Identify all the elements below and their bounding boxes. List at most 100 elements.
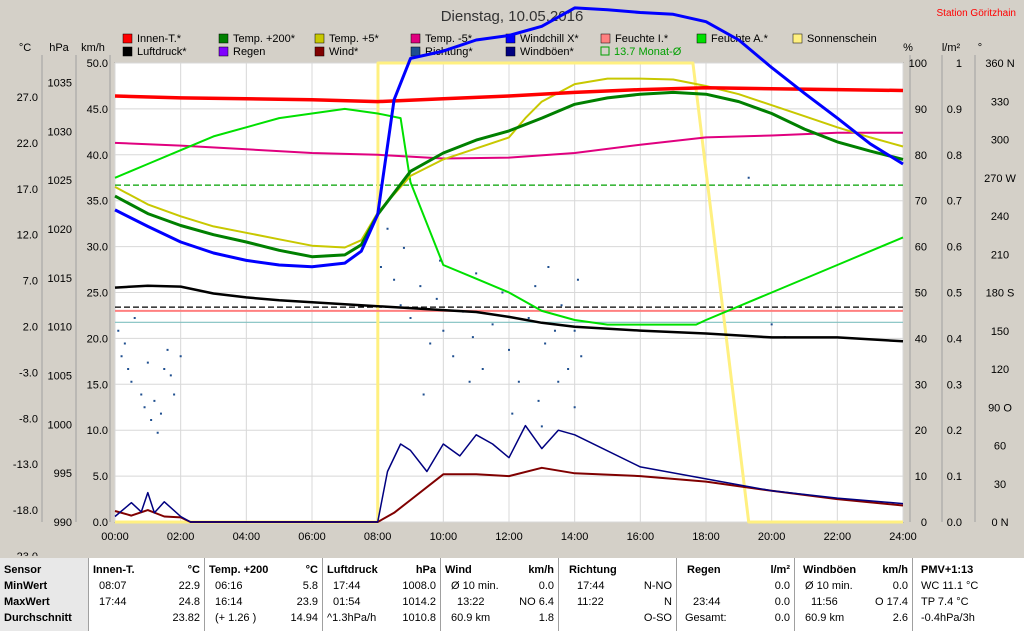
x-tick-label: 22:00 <box>824 531 852 543</box>
direction-point <box>179 355 182 358</box>
temp200-title: Temp. +200 <box>209 564 269 576</box>
wind-unit: km/h <box>528 564 554 576</box>
direction-point <box>511 412 514 415</box>
stats-label-column: Sensor MinWert MaxWert Durchschnitt <box>0 558 88 631</box>
direction-tick-label: 270 W <box>984 173 1016 185</box>
direction-point <box>770 323 773 326</box>
regen-max-time: 23:44 <box>693 596 721 608</box>
series-feuchte-a <box>114 107 904 326</box>
direction-point <box>140 393 143 396</box>
regen-avg: 0.0 <box>774 612 790 624</box>
rain-tick-label: 0.8 <box>947 150 962 162</box>
direction-point <box>146 361 149 364</box>
pmv-title: PMV+1:13 <box>921 564 974 576</box>
x-tick-label: 02:00 <box>167 531 195 543</box>
x-tick-label: 14:00 <box>561 531 589 543</box>
direction-point <box>166 348 169 351</box>
direction-point <box>399 304 402 307</box>
wind-tick-label: 25.0 <box>87 288 108 300</box>
boeen-avg: 2.6 <box>892 612 908 624</box>
innen-min-time: 08:07 <box>99 580 127 592</box>
legend-swatch <box>792 33 803 44</box>
direction-point <box>386 227 389 230</box>
pmv-line-3: -0.4hPa/3h <box>921 612 975 624</box>
rain-unit-label: l/m² <box>942 42 961 54</box>
pressure-tick-label: 1015 <box>48 273 72 285</box>
innen-avg: 23.82 <box>172 612 200 624</box>
wind-tick-label: 10.0 <box>87 425 108 437</box>
wind-tick-label: 50.0 <box>87 58 108 70</box>
rain-tick-label: 0.0 <box>947 517 962 529</box>
direction-point <box>163 368 166 370</box>
humidity-unit-label: % <box>903 42 913 54</box>
temp-unit-label: °C <box>19 42 31 54</box>
boeen-min-val: 0.0 <box>892 580 908 592</box>
legend-swatch <box>122 46 133 57</box>
regen-title: Regen <box>687 564 721 576</box>
rain-tick-label: 0.2 <box>947 425 962 437</box>
stats-col-wind: Wind km/h Ø 10 min. 0.0 13:22 NO 6.4 60.9 k… <box>440 558 558 631</box>
direction-point <box>540 425 543 428</box>
direction-point <box>153 399 156 402</box>
luft-min-val: 1008.0 <box>402 580 436 592</box>
chart-title: Dienstag, 10.05.2016 <box>441 8 584 25</box>
regen-min-val: 0.0 <box>774 580 790 592</box>
boeen-unit: km/h <box>882 564 908 576</box>
temp-tick-label: 27.0 <box>17 92 38 104</box>
direction-point <box>379 266 382 268</box>
pressure-tick-label: 1025 <box>48 175 72 187</box>
humidity-tick-label: 70 <box>915 196 927 208</box>
direction-point <box>501 291 504 294</box>
direction-point <box>435 297 438 300</box>
pressure-tick-label: 1010 <box>48 322 72 334</box>
humidity-tick-label: 60 <box>915 242 927 254</box>
innen-min-val: 22.9 <box>178 580 200 592</box>
stats-col-luftdruck: Luftdruck hPa 17:44 1008.0 01:54 1014.2 ^1.… <box>322 558 440 631</box>
richtung-max-time: 11:22 <box>577 596 604 608</box>
direction-point <box>576 278 579 281</box>
x-tick-label: 08:00 <box>364 531 392 543</box>
wind-tick-label: 20.0 <box>87 333 108 345</box>
series-temp-5 <box>114 77 904 249</box>
wind-min-val: 0.0 <box>538 580 554 592</box>
temp200-avg-note: (+ 1.26 ) <box>215 612 257 624</box>
stats-col-windboeen: Windböen km/h Ø 10 min. 0.0 11:56 O 17.4 60… <box>794 558 912 631</box>
legend-swatch <box>410 33 421 44</box>
direction-point <box>429 342 432 345</box>
legend-label: Temp. -5* <box>425 33 473 45</box>
direction-point <box>573 329 576 332</box>
luft-max-val: 1014.2 <box>402 596 436 608</box>
innen-max-time: 17:44 <box>99 596 127 608</box>
legend-label: Sonnenschein <box>807 33 877 45</box>
direction-tick-label: 150 <box>991 326 1009 338</box>
temp200-max-val: 23.9 <box>296 596 318 608</box>
richtung-max-val: N <box>664 596 672 608</box>
series-wind <box>114 466 904 523</box>
pmv-line-1: WC 11.1 °C <box>921 580 979 592</box>
direction-point <box>150 419 153 421</box>
direction-point <box>537 399 540 402</box>
wind-avg-note: 60.9 km <box>451 612 491 624</box>
stats-col-temp200: Temp. +200 °C 06:16 5.8 16:14 23.9 (+ 1.26 … <box>204 558 322 631</box>
pressure-tick-label: 1030 <box>48 126 72 138</box>
wind-tick-label: 0.0 <box>93 517 108 529</box>
direction-tick-label: 60 <box>994 441 1006 453</box>
direction-point <box>159 412 162 415</box>
temp-tick-label: -8.0 <box>19 413 38 425</box>
richtung-title: Richtung <box>569 564 617 576</box>
x-tick-label: 00:00 <box>101 531 129 543</box>
temp200-min-time: 06:16 <box>215 580 243 592</box>
humidity-tick-label: 40 <box>915 333 927 345</box>
temp-tick-label: 17.0 <box>17 184 38 196</box>
innen-title: Innen-T. <box>93 564 135 576</box>
humidity-tick-label: 100 <box>909 58 927 70</box>
x-tick-label: 04:00 <box>233 531 261 543</box>
legend-swatch <box>600 33 611 44</box>
direction-tick-label: 360 N <box>985 58 1014 70</box>
direction-tick-label: 30 <box>994 479 1006 491</box>
humidity-tick-label: 10 <box>915 471 927 483</box>
direction-point <box>439 259 442 262</box>
boeen-max-val: O 17.4 <box>874 596 908 608</box>
direction-point <box>468 380 471 383</box>
direction-tick-label: 90 O <box>988 402 1012 414</box>
